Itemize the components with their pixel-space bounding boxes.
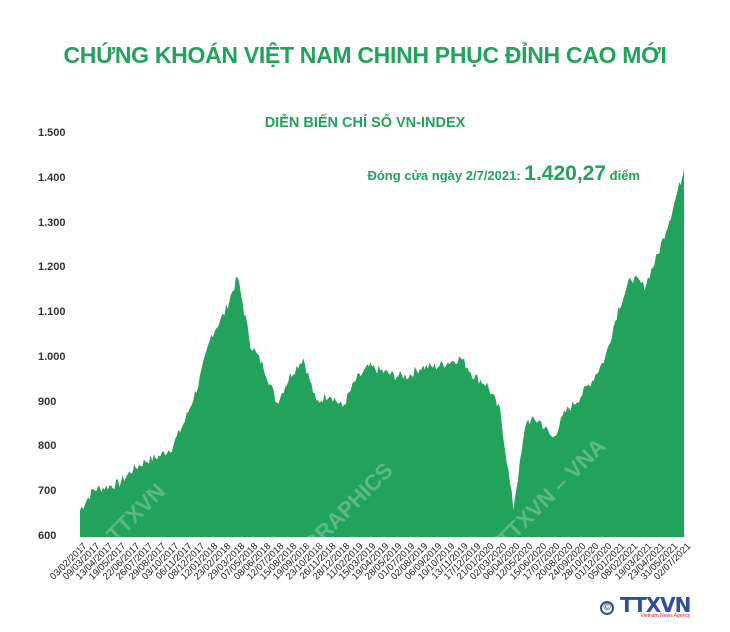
brand-name: TTXVN <box>620 593 691 617</box>
chart-title: CHỨNG KHOÁN VIỆT NAM CHINH PHỤC ĐỈNH CAO… <box>63 42 667 68</box>
annotation-unit: điểm <box>606 168 640 183</box>
annotation-label: Đóng cửa ngày 2/7/2021: <box>367 168 525 183</box>
y-tick-label: 800 <box>38 440 57 453</box>
y-tick-label: 900 <box>38 395 57 408</box>
y-tick-label: 1.100 <box>38 306 66 319</box>
closing-annotation: Đóng cửa ngày 2/7/2021: 1.420,27 điểm <box>367 162 640 186</box>
vn-index-area <box>80 169 684 538</box>
brand-subtitle: Vietnam News Agency <box>640 613 691 619</box>
y-tick-label: 700 <box>38 485 57 498</box>
y-tick-label: 600 <box>38 530 57 542</box>
y-tick-label: 1.500 <box>38 127 66 139</box>
ttxvn-logo: © TTXVN Vietnam News Agency <box>600 593 691 619</box>
annotation-value: 1.420,27 <box>524 162 607 185</box>
y-tick-label: 1.300 <box>38 216 66 229</box>
chart-subtitle: DIỄN BIẾN CHỈ SỐ VN-INDEX <box>264 115 466 131</box>
y-tick-label: 1.400 <box>38 171 66 184</box>
y-tick-label: 1.200 <box>38 261 66 274</box>
copyright-icon: © <box>600 600 614 615</box>
y-tick-label: 1.000 <box>38 350 66 363</box>
